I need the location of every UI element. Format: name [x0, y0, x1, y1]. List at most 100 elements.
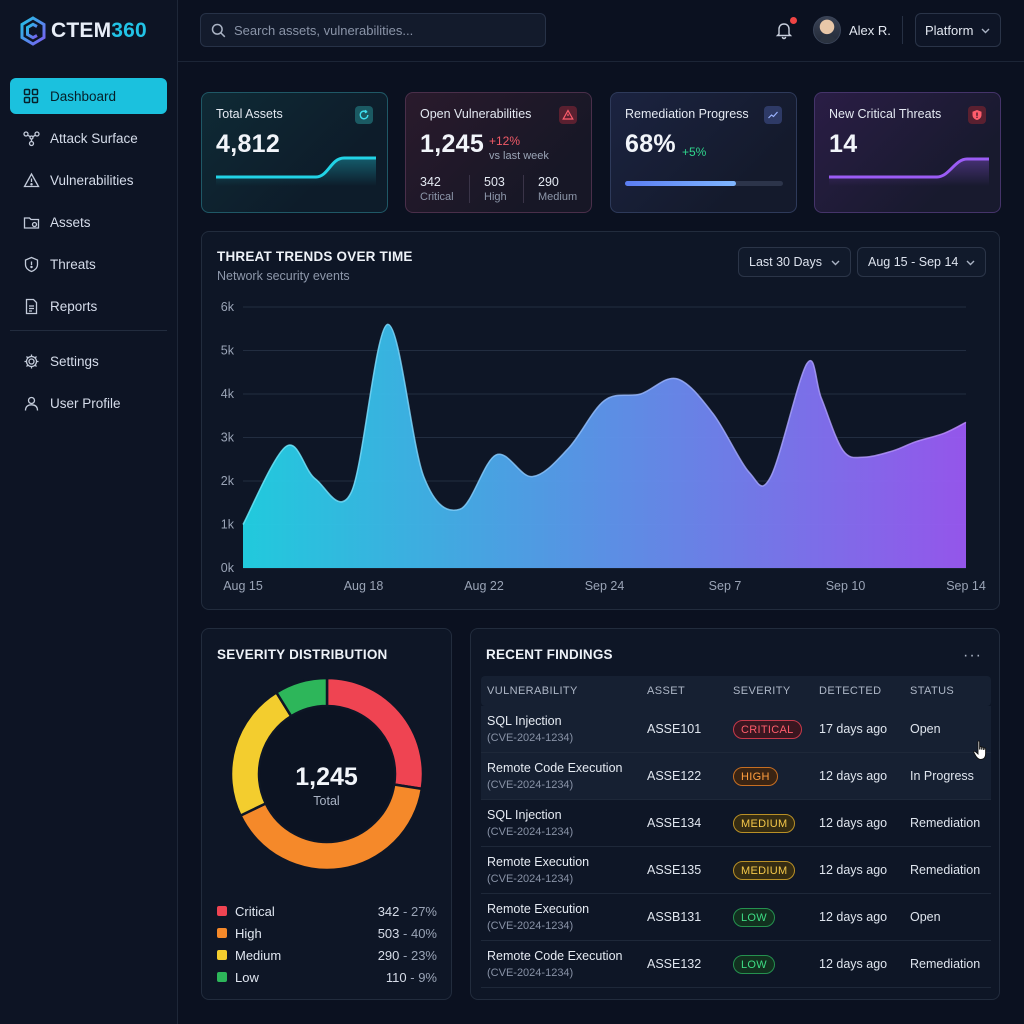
cve-id: (CVE-2024-1234) [487, 967, 574, 979]
legend-item-critical[interactable]: Critical 342 - 27% [217, 902, 437, 920]
legend-swatch [217, 906, 227, 916]
network-icon [22, 129, 40, 147]
user-icon [22, 394, 40, 412]
cve-id: (CVE-2024-1234) [487, 920, 574, 932]
x-tick-label: Aug 18 [344, 579, 384, 593]
legend-value: 290 - 23% [377, 947, 437, 963]
cve-id: (CVE-2024-1234) [487, 732, 574, 744]
sidebar-item-threats[interactable]: Threats [10, 246, 167, 282]
more-options-icon[interactable]: ··· [963, 647, 982, 664]
severity-badge: CRITICAL [733, 720, 802, 739]
y-tick-label: 6k [221, 300, 235, 314]
kpi-delta: +12% [489, 134, 521, 148]
kpi-value: 68% [625, 130, 676, 158]
column-header[interactable]: SEVERITY [733, 685, 791, 697]
sidebar-nav: Dashboard Attack Surface Vulnerabilities… [10, 78, 167, 427]
bell-icon[interactable] [774, 20, 794, 40]
legend-item-medium[interactable]: Medium 290 - 23% [217, 946, 437, 964]
sidebar-item-label: User Profile [50, 395, 121, 411]
sidebar-item-reports[interactable]: Reports [10, 288, 167, 324]
date-range-label: Aug 15 - Sep 14 [868, 255, 959, 269]
kpi-value: 1,245 [420, 130, 485, 158]
sidebar-item-settings[interactable]: Settings [10, 343, 167, 379]
chevron-down-icon [966, 260, 975, 266]
column-header[interactable]: VULNERABILITY [487, 685, 578, 697]
legend-item-high[interactable]: High 503 - 40% [217, 924, 437, 942]
sidebar: CTEM360 Dashboard Attack Surface Vulnera… [0, 0, 178, 1024]
warning-icon [22, 171, 40, 189]
status-text: In Progress [910, 769, 974, 783]
gear-icon [22, 352, 40, 370]
table-row[interactable]: Remote Execution (CVE-2024-1234) ASSB131 LO… [481, 894, 991, 941]
sidebar-item-attack-surface[interactable]: Attack Surface [10, 120, 167, 156]
table-row[interactable]: Remote Code Execution (CVE-2024-1234) ASSE… [481, 941, 991, 988]
panel-title: RECENT FINDINGS [486, 647, 613, 662]
legend-value: 110 - 9% [385, 969, 437, 985]
table-row[interactable]: Remote Code Execution (CVE-2024-1234) ASSE… [481, 753, 991, 800]
asset-id[interactable]: ASSE134 [647, 816, 702, 830]
column-header[interactable]: ASSET [647, 685, 686, 697]
sidebar-item-label: Dashboard [50, 88, 117, 104]
kpi-delta-caption: vs last week [489, 150, 549, 162]
legend-label: Medium [235, 947, 282, 963]
asset-id[interactable]: ASSB131 [647, 910, 702, 924]
warning-icon [559, 106, 577, 124]
platform-dropdown[interactable]: Platform [915, 13, 1001, 47]
kpi-total-assets[interactable]: Total Assets 4,812 [201, 92, 388, 213]
asset-id[interactable]: ASSE132 [647, 957, 702, 971]
assets-sparkline [216, 156, 376, 186]
asset-id[interactable]: ASSE135 [647, 863, 702, 877]
sidebar-item-dashboard[interactable]: Dashboard [10, 78, 167, 114]
brand-logo[interactable]: CTEM360 [20, 16, 147, 46]
sidebar-item-assets[interactable]: Assets [10, 204, 167, 240]
status-text: Open [910, 910, 941, 924]
column-header[interactable]: DETECTED [819, 685, 882, 697]
kpi-remediation-progress[interactable]: Remediation Progress 68% +5% [610, 92, 797, 213]
kpi-new-critical-threats[interactable]: New Critical Threats 14 [814, 92, 1001, 213]
vulnerability-name: SQL Injection [487, 808, 562, 822]
sidebar-item-label: Settings [50, 353, 99, 369]
severity-donut-chart[interactable] [202, 669, 451, 919]
search-box[interactable] [200, 13, 546, 47]
sidebar-item-user-profile[interactable]: User Profile [10, 385, 167, 421]
severity-distribution-panel: SEVERITY DISTRIBUTION 1,245 Total Critic… [201, 628, 452, 1000]
status-text: Open [910, 722, 941, 736]
remediation-progress-fill [625, 181, 736, 186]
vulnerability-name: Remote Code Execution [487, 761, 623, 775]
cve-id: (CVE-2024-1234) [487, 873, 574, 885]
asset-id[interactable]: ASSE101 [647, 722, 702, 736]
range-dropdown[interactable]: Last 30 Days [738, 247, 851, 277]
grid-icon [22, 87, 40, 105]
threat-trends-panel: THREAT TRENDS OVER TIME Network security… [201, 231, 1000, 610]
table-header: VULNERABILITY ASSET SEVERITY DETECTED ST… [481, 676, 991, 706]
donut-hole [260, 707, 394, 841]
brand-name: CTEM360 [51, 19, 147, 42]
severity-badge: LOW [733, 908, 775, 927]
chevron-down-icon [831, 260, 840, 266]
panel-subtitle: Network security events [217, 269, 350, 283]
vulnerability-name: Remote Code Execution [487, 949, 623, 963]
threat-trend-chart[interactable]: 0k 1k 2k 3k 4k 5k 6k Aug 15 Aug 18 Aug 22 Sep 24 Se… [202, 232, 999, 609]
column-header[interactable]: STATUS [910, 685, 955, 697]
sidebar-item-label: Reports [50, 298, 98, 314]
user-name[interactable]: Alex R. [849, 23, 891, 38]
table-row[interactable]: SQL Injection (CVE-2024-1234) ASSE134 MEDIU… [481, 800, 991, 847]
search-input[interactable] [234, 22, 524, 38]
sidebar-item-label: Vulnerabilities [50, 172, 134, 188]
detected-time: 12 days ago [819, 769, 888, 783]
asset-id[interactable]: ASSE122 [647, 769, 702, 783]
donut-slice-low[interactable] [274, 676, 329, 718]
sidebar-divider [10, 330, 167, 331]
range-label: Last 30 Days [749, 255, 822, 269]
legend-item-low[interactable]: Low 110 - 9% [217, 968, 437, 986]
kpi-open-vulnerabilities[interactable]: Open Vulnerabilities 1,245 +12% vs last … [405, 92, 592, 213]
table-row[interactable]: SQL Injection (CVE-2024-1234) ASSE101 CRITI… [481, 706, 991, 753]
y-tick-label: 2k [221, 474, 235, 488]
y-tick-label: 0k [221, 561, 235, 575]
x-tick-label: Sep 14 [946, 579, 986, 593]
avatar[interactable] [813, 16, 841, 44]
sidebar-item-vulnerabilities[interactable]: Vulnerabilities [10, 162, 167, 198]
date-range-dropdown[interactable]: Aug 15 - Sep 14 [857, 247, 986, 277]
table-row[interactable]: Remote Execution (CVE-2024-1234) ASSE135 ME… [481, 847, 991, 894]
breakdown-divider [523, 175, 524, 203]
